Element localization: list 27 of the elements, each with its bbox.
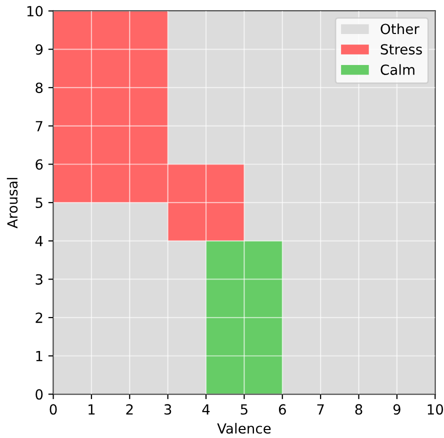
x-tick-label: 3 — [164, 404, 172, 415]
y-tick-label: 0 — [36, 389, 43, 400]
x-tick-label: 1 — [88, 404, 95, 414]
y-tick-label: 9 — [36, 44, 43, 55]
y-tick-label: 10 — [27, 6, 43, 16]
y-tick-label: 2 — [36, 312, 42, 323]
y-tick-label: 1 — [36, 351, 42, 362]
x-tick-label: 7 — [317, 404, 324, 414]
y-tick-label: 6 — [36, 159, 43, 170]
x-tick-label: 9 — [393, 404, 400, 415]
x-tick-label: 4 — [202, 404, 210, 414]
legend-label: Other — [380, 23, 420, 34]
x-tick-label: 8 — [355, 404, 362, 415]
legend-label: Calm — [380, 64, 414, 75]
y-tick-label: 7 — [36, 121, 42, 132]
legend-label: Stress — [380, 44, 422, 55]
y-tick-label: 5 — [36, 198, 42, 208]
x-tick-label: 0 — [50, 404, 57, 415]
y-tick-label: 3 — [36, 274, 42, 285]
x-tick-label: 10 — [428, 404, 444, 415]
y-axis-title: Arousal — [6, 178, 18, 228]
y-tick-label: 4 — [35, 236, 43, 246]
x-tick-label: 5 — [240, 404, 248, 415]
y-tick-label: 8 — [36, 82, 43, 94]
x-tick-label: 2 — [126, 404, 133, 414]
x-tick-label: 6 — [278, 404, 286, 415]
x-axis-title: Valence — [217, 422, 271, 434]
